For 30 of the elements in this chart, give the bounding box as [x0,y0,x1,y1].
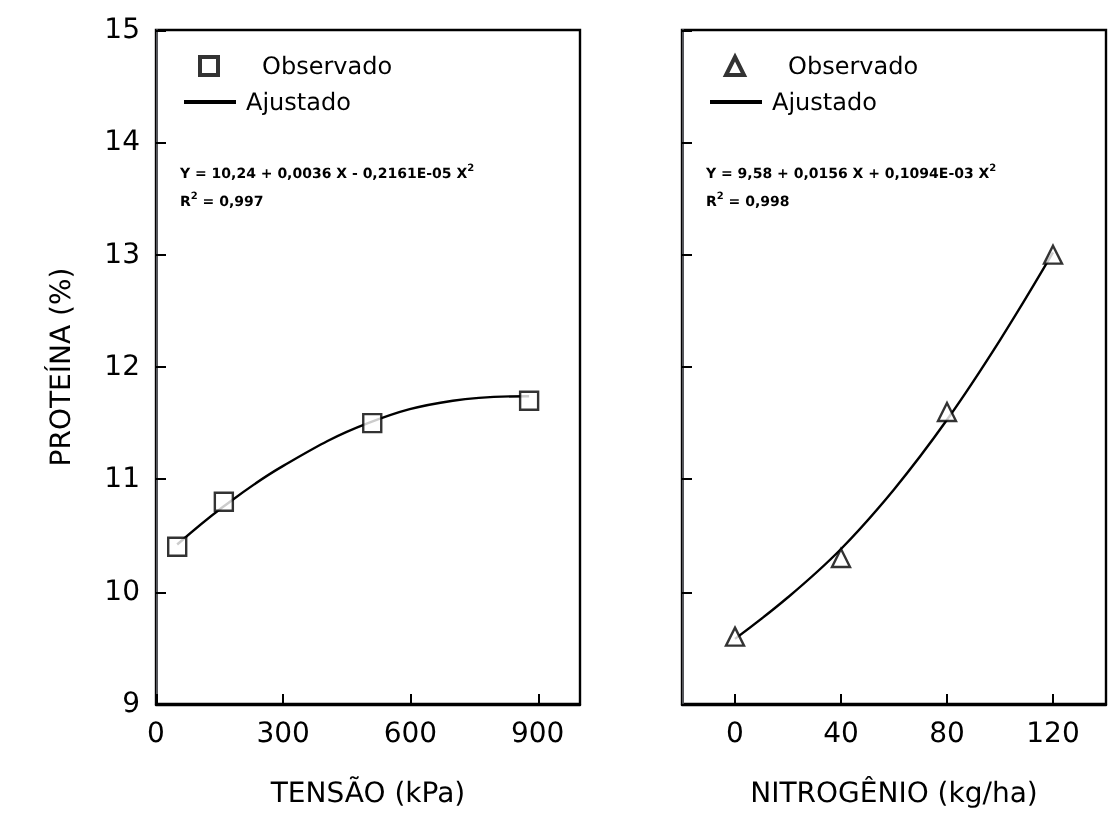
point [830,547,852,569]
point [1042,244,1064,265]
legend-label: Observado [262,52,393,80]
x-tick-label: 300 [256,718,310,750]
point [518,390,540,411]
x-tick-label: 600 [383,718,438,750]
x-tick-label: 120 [1026,718,1080,750]
x-tick-label: 0 [726,718,744,750]
point [167,536,188,557]
x-tick-label: 80 [929,718,965,750]
x-tick-label: 0 [147,718,165,750]
y-tick-label: 9 [122,688,140,720]
x-tick-label: 40 [823,718,859,750]
y-tick-label: 12 [104,351,140,383]
point [362,412,383,434]
y-axis-title: PROTEÍNA (%) [44,267,78,467]
y-tick-label: 11 [104,463,140,496]
x-axis-title: NITROGÊNIO (kg/ha) [750,776,1038,810]
y-tick-label: 15 [104,14,140,46]
x-tick-label: 900 [510,718,565,750]
x-axis-title: TENSÃO (kPa) [268,776,466,810]
point [213,491,235,512]
legend-label: Ajustado [246,88,351,116]
y-tick-label: 13 [104,238,140,271]
legend-label: Observado [788,52,919,80]
point [724,626,746,647]
legend-label: Ajustado [772,88,877,116]
point [936,401,958,423]
y-tick-label: 14 [104,126,141,159]
y-tick-label: 10 [104,575,140,608]
